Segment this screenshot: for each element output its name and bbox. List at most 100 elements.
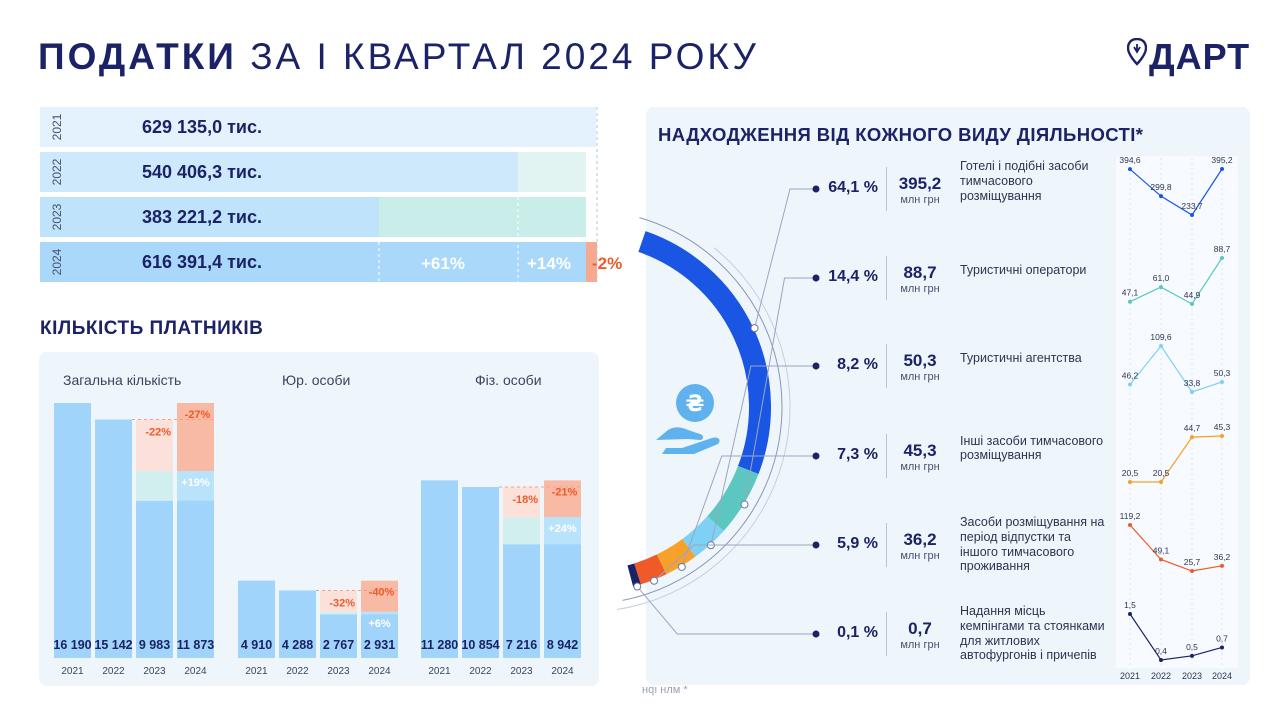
sparkline-label: 1,5	[1124, 600, 1136, 610]
sparkline-label: 61,0	[1153, 273, 1170, 283]
sparkline-label: 49,1	[1153, 545, 1170, 555]
sparkline-point	[1159, 557, 1163, 562]
row-dot	[812, 452, 820, 460]
payer-value-label: 9 983	[139, 638, 170, 652]
connector-line	[710, 365, 816, 546]
tax-bar-gap	[379, 197, 586, 237]
payer-value-label: 2 767	[323, 638, 354, 652]
activity-name: Надання місць кемпінгами та стоянками дл…	[960, 604, 1105, 663]
sparkline-point	[1220, 379, 1224, 384]
connector-line	[754, 188, 816, 329]
sparkline	[1129, 524, 1223, 572]
activity-share: 7,3 %	[837, 446, 878, 463]
tax-value: 616 391,4 тис.	[142, 252, 262, 272]
change-label: -40%	[369, 587, 395, 599]
connector-line	[653, 544, 816, 582]
payer-value-label: 4 288	[282, 638, 313, 652]
sparkline-year: 2022	[1151, 671, 1171, 681]
dart-logo: ДАРТ	[1125, 36, 1255, 77]
sparkline-point	[1128, 480, 1132, 484]
activity-name: Засоби розміщування на період відпустки …	[960, 515, 1105, 574]
sparkline-point	[1159, 194, 1163, 199]
tax-bar	[40, 197, 379, 237]
sparkline	[1129, 344, 1223, 393]
sparkline-label: 36,2	[1214, 552, 1231, 562]
payers-title: КІЛЬКІСТЬ ПЛАТНИКІВ	[40, 318, 264, 339]
payer-bar	[177, 470, 214, 658]
location-pin-icon	[1127, 38, 1147, 66]
donut-segment	[634, 554, 667, 585]
payer-year-label: 2024	[368, 666, 391, 677]
activity-unit: млн грн	[900, 283, 940, 295]
tax-bar	[40, 107, 596, 147]
sparkline-label: 394,6	[1119, 155, 1141, 165]
sparkline-label: 20,5	[1153, 468, 1170, 478]
activity-unit: млн грн	[900, 194, 940, 206]
payer-bar	[503, 544, 540, 658]
activity-name: Готелі і подібні засоби тимчасового розм…	[960, 159, 1089, 203]
activity-amount: 88,7	[903, 263, 937, 282]
change-label: -18%	[512, 494, 538, 506]
activity-name: Туристичні агентства	[960, 351, 1082, 365]
row-dot	[812, 185, 820, 193]
sparkline-year: 2023	[1182, 671, 1202, 681]
payer-year-label: 2022	[286, 666, 309, 677]
change-label: -21%	[552, 486, 578, 498]
payer-year-label: 2024	[184, 666, 207, 677]
sparkline-point	[1190, 569, 1194, 573]
tax-bar-gap	[518, 152, 586, 192]
row-divider	[886, 256, 887, 300]
activity-amount: 395,2	[898, 174, 942, 193]
activity-amount: 0,7	[908, 619, 932, 638]
activity-share: 0,1 %	[837, 624, 878, 641]
sparkline-label: 299,8	[1150, 182, 1172, 192]
tax-value: 629 135,0 тис.	[142, 117, 262, 137]
activity-unit: млн грн	[900, 639, 940, 651]
payer-year-label: 2024	[551, 666, 574, 677]
sparkline-label: 0,7	[1216, 633, 1228, 643]
activities-title: НАДХОДЖЕННЯ ВІД КОЖНОГО ВИДУ ДІЯЛЬНОСТІ*	[658, 124, 1144, 145]
connector-line	[681, 455, 816, 568]
increase-bar	[177, 470, 214, 501]
payer-bar	[361, 611, 398, 658]
payer-bar	[238, 580, 275, 658]
sparkline-year: 2021	[1120, 671, 1140, 681]
activity-name: Інші засоби тимчасового розміщування	[960, 433, 1104, 463]
activity-unit: млн грн	[900, 461, 940, 473]
tax-bar-decline	[586, 242, 597, 282]
sparkline-point	[1159, 344, 1163, 348]
sparkline-label: 88,7	[1214, 244, 1231, 254]
group-title-total: Загальна кількість	[63, 372, 182, 388]
row-dot	[812, 541, 820, 549]
sparkline-point	[1159, 285, 1163, 290]
tax-bar	[40, 152, 518, 192]
sparkline-label: 119,2	[1120, 511, 1141, 521]
row-divider	[886, 344, 887, 388]
row-dot	[812, 274, 820, 282]
change-label: +6%	[368, 618, 391, 630]
tax-bar	[40, 242, 586, 282]
sparkline-point	[1190, 435, 1194, 440]
activity-unit: млн грн	[900, 550, 940, 562]
donut-segment	[707, 465, 759, 531]
sparkline-label: 47,1	[1122, 288, 1139, 298]
connector-dot	[677, 562, 686, 571]
sparkline-point	[1128, 299, 1132, 304]
tax-row-2023: 2023 383 221,2 тис.	[40, 197, 596, 237]
payer-year-label: 2021	[61, 666, 84, 677]
increase-bar	[544, 517, 581, 545]
decline-bar	[503, 487, 540, 518]
tax-row-2021: 2021 629 135,0 тис.	[40, 107, 596, 147]
sparkline-point	[1190, 390, 1194, 394]
page-title: ПОДАТКИ ЗА І КВАРТАЛ 2024 РОКУ	[38, 36, 759, 78]
sparkline-label: 0,5	[1186, 642, 1198, 652]
tax-row-2024: 2024 616 391,4 тис. +61% +14% -2%	[40, 242, 622, 282]
title-rest: ЗА І КВАРТАЛ 2024 РОКУ	[250, 36, 759, 77]
money-hand-icon: ₴	[656, 384, 720, 454]
payer-year-label: 2023	[510, 666, 533, 677]
payer-value-label: 11 280	[421, 638, 459, 652]
sparkline	[1129, 257, 1223, 305]
increase-bar	[361, 611, 398, 615]
activity-amount: 36,2	[903, 530, 937, 549]
